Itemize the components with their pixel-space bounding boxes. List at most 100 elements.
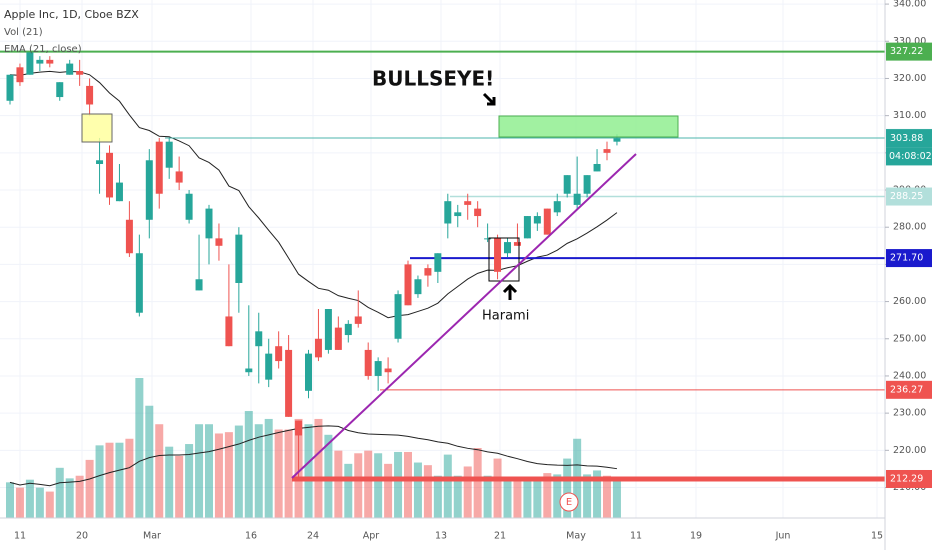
- price-label-box: [886, 129, 932, 148]
- candle-body: [354, 316, 362, 324]
- volume-bar: [175, 455, 184, 518]
- volume-bar: [612, 481, 621, 518]
- volume-bar: [105, 442, 114, 518]
- price-label-box: [886, 187, 932, 206]
- x-tick-label: Mar: [143, 531, 161, 542]
- volume-bar: [45, 491, 54, 518]
- price-label: 327.22: [890, 46, 923, 57]
- price-label: 288.25: [890, 191, 923, 202]
- volume-bar: [453, 475, 462, 518]
- candle-body: [394, 294, 402, 339]
- candle-body: [205, 208, 213, 239]
- price-label: 212.29: [890, 473, 923, 484]
- volume-bar: [125, 438, 134, 518]
- volume-bar: [55, 467, 64, 518]
- annotation: Harami: [482, 309, 529, 324]
- candle-body: [553, 201, 561, 213]
- candle-body: [504, 242, 511, 254]
- candle-body: [265, 353, 273, 380]
- price-label: 236.27: [890, 384, 923, 395]
- trend-line: [291, 153, 637, 479]
- volume-bar: [483, 475, 492, 518]
- candle-body: [86, 85, 94, 105]
- volume-bar: [473, 448, 482, 518]
- candle-body: [115, 182, 123, 202]
- y-tick-label: 280.00: [893, 222, 926, 233]
- x-tick-label: 11: [14, 531, 26, 542]
- volume-bar: [284, 429, 293, 518]
- x-tick-label: May: [566, 531, 586, 542]
- candle-body: [464, 201, 472, 205]
- volume-bar: [115, 442, 124, 518]
- price-label-box: [886, 469, 932, 488]
- volume-bar: [344, 463, 353, 518]
- candle-body: [543, 208, 551, 235]
- price-label: 271.70: [890, 253, 923, 264]
- y-tick-label: 250.00: [893, 333, 926, 344]
- volume-bar: [593, 470, 602, 518]
- volume-bar: [95, 445, 104, 518]
- candle-body: [135, 253, 143, 313]
- volume-bar: [314, 418, 323, 518]
- candle-body: [125, 219, 133, 254]
- volume-bar: [563, 458, 572, 518]
- indicator-label: EMA (21, close): [4, 44, 82, 55]
- candle-body: [523, 216, 531, 239]
- y-tick-label: 260.00: [893, 296, 926, 307]
- candle-body: [46, 59, 54, 64]
- x-tick-label: 11: [630, 531, 642, 542]
- earnings-label: E: [566, 497, 572, 508]
- harami-box: [488, 237, 520, 282]
- annotation: BULLSEYE!: [372, 67, 494, 91]
- candle-body: [16, 67, 24, 83]
- volume-bar: [384, 463, 393, 518]
- candle-body: [424, 268, 432, 276]
- candle-body: [374, 361, 382, 376]
- candle-body: [513, 242, 521, 246]
- volume-bar: [354, 453, 363, 518]
- volume-bar: [553, 474, 562, 518]
- candle-body: [56, 82, 64, 98]
- candle-body: [414, 279, 422, 295]
- volume-bar: [75, 475, 84, 518]
- volume-bar: [155, 424, 164, 518]
- volume-bar: [413, 462, 422, 518]
- volume-bar: [234, 425, 243, 518]
- price-label-box: [886, 42, 932, 61]
- candle-body: [314, 338, 322, 358]
- candle-body: [454, 212, 462, 217]
- x-tick-label: 20: [76, 531, 88, 542]
- candle-body: [334, 327, 342, 350]
- volume-bar: [523, 477, 532, 518]
- x-tick-label: 13: [435, 531, 447, 542]
- volume-bar: [274, 429, 283, 518]
- volume-bar: [195, 424, 204, 518]
- volume-bar: [334, 450, 343, 518]
- candle-body: [324, 309, 332, 350]
- candle-body: [573, 193, 581, 205]
- candle-body: [255, 331, 263, 347]
- volume-bar: [404, 451, 412, 518]
- candle-body: [96, 160, 104, 164]
- volume-bar: [364, 450, 373, 518]
- x-tick-label: Jun: [775, 531, 791, 542]
- volume-bar: [254, 424, 263, 518]
- candle-body: [305, 353, 312, 391]
- volume-bar: [583, 474, 592, 518]
- volume-bar: [513, 477, 522, 518]
- volume-bar: [15, 487, 24, 518]
- volume-bar: [603, 475, 611, 518]
- volume-bar: [374, 453, 383, 518]
- chart-title: Apple Inc, 1D, Cboe BZX: [4, 8, 139, 21]
- candle-body: [145, 160, 153, 220]
- volume-bar: [433, 475, 442, 518]
- candle-body: [155, 141, 163, 194]
- y-tick-label: 310.00: [893, 110, 926, 121]
- candle-body: [613, 138, 621, 142]
- x-tick-label: 16: [245, 531, 257, 542]
- price-label-box: [886, 249, 932, 268]
- volume-bar: [443, 454, 452, 518]
- target-zone: [498, 115, 679, 138]
